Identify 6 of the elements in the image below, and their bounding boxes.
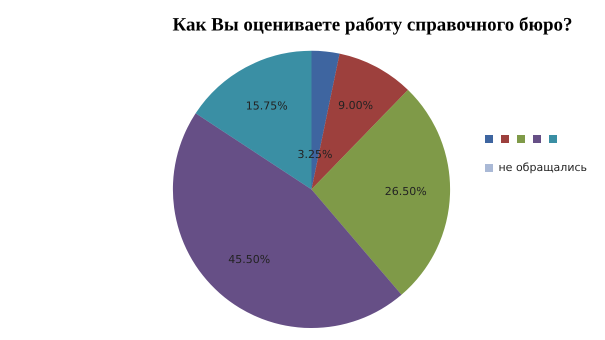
data-label: 15.75%: [246, 99, 288, 112]
chart-title: Как Вы оцениваете работу справочного бюро?: [172, 14, 573, 36]
data-label: 26.50%: [384, 185, 427, 198]
legend-label: не обращались: [498, 160, 588, 174]
data-label: 45.50%: [228, 252, 270, 266]
data-label: 9.00%: [338, 98, 374, 112]
